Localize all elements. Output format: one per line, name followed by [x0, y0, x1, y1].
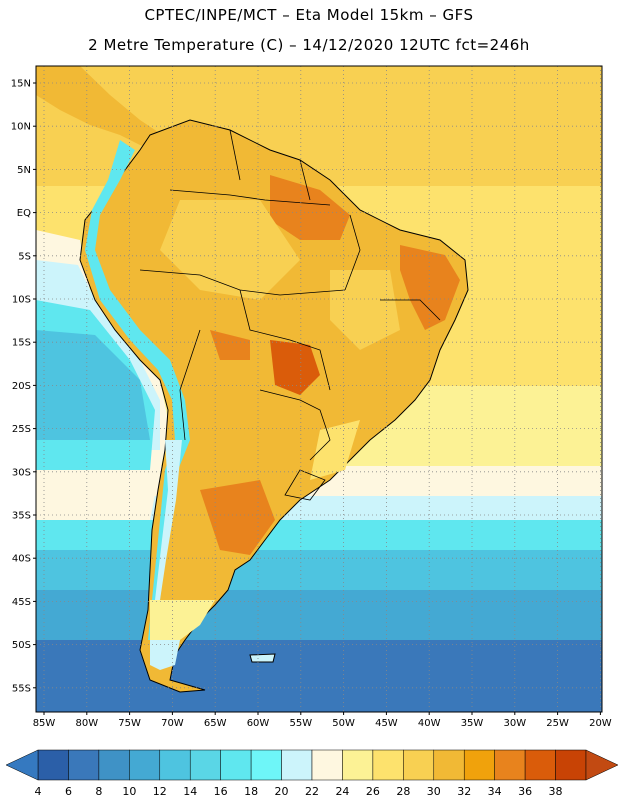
- colorbar-swatch: [189, 749, 221, 781]
- colorbar-swatch: [250, 749, 282, 781]
- lon-label: 45W: [375, 718, 398, 729]
- ocean-band-12: [36, 550, 602, 590]
- colorbar-swatch: [311, 749, 343, 781]
- lat-label: 40S: [12, 554, 31, 565]
- lat-label: 20S: [12, 381, 31, 392]
- lat-label: 25S: [12, 424, 31, 435]
- warm-patch-cerrado: [330, 270, 400, 350]
- lon-label: 30W: [503, 718, 526, 729]
- lon-label: 40W: [418, 718, 441, 729]
- country-borders: [139, 129, 441, 501]
- colorbar-swatch: [220, 749, 252, 781]
- lon-label: 70W: [161, 718, 184, 729]
- colorbar-low-arrow: [5, 749, 39, 781]
- colorbar-swatch: [403, 749, 435, 781]
- colorbar-label: 16: [214, 785, 228, 798]
- colorbar-label: 14: [183, 785, 197, 798]
- lat-label: 50S: [12, 640, 31, 651]
- lon-label: 80W: [75, 718, 98, 729]
- lat-label: 5N: [17, 165, 31, 176]
- title-line-1: CPTEC/INPE/MCT – Eta Model 15km – GFS: [144, 6, 474, 24]
- colorbar-swatch: [37, 749, 69, 781]
- colorbar-swatch: [281, 749, 313, 781]
- hot-patch-pantanal: [270, 340, 320, 395]
- colorbar-swatch: [129, 749, 161, 781]
- hot-patch-amazon-north: [270, 175, 350, 240]
- colorbar-swatch: [372, 749, 404, 781]
- temperature-map: 15N 10N 5N EQ 5S 10S 15S 20S 25S 30S 35S 40S 45S 50S 5…: [11, 65, 612, 729]
- ocean-band-6: [36, 640, 602, 712]
- lat-label: 5S: [18, 251, 31, 262]
- colorbar-label: 4: [35, 785, 42, 798]
- lat-label: 10S: [12, 295, 31, 306]
- colorbar-swatch: [524, 749, 556, 781]
- colorbar-label: 6: [65, 785, 72, 798]
- title-line-2: 2 Metre Temperature (C) – 14/12/2020 12U…: [88, 36, 530, 54]
- lon-label: 75W: [118, 718, 141, 729]
- lat-label: 30S: [12, 467, 31, 478]
- colorbar: 4 6 8 10 12 14 16 18 20 22 24 26 28 30 32 34 36 38: [5, 749, 618, 798]
- falkland-islands: [249, 653, 276, 663]
- colorbar-label: 38: [549, 785, 563, 798]
- colorbar-label: 18: [244, 785, 258, 798]
- hot-patch-northeast: [400, 245, 460, 330]
- andes-cold-strip: [85, 140, 190, 640]
- lon-label: 35W: [461, 718, 484, 729]
- lat-label: 10N: [11, 122, 31, 133]
- colorbar-swatch: [342, 749, 374, 781]
- lon-label: 65W: [204, 718, 227, 729]
- colorbar-swatch: [68, 749, 100, 781]
- colorbar-label: 24: [335, 785, 349, 798]
- colorbar-label: 10: [122, 785, 136, 798]
- warm-patch-amazon-west: [160, 200, 300, 300]
- colorbar-label: 36: [518, 785, 532, 798]
- lat-label: 55S: [12, 683, 31, 694]
- lat-label: 15N: [11, 79, 31, 90]
- colorbar-label: 20: [275, 785, 289, 798]
- colorbar-swatch: [555, 749, 587, 781]
- colorbar-label: 26: [366, 785, 380, 798]
- colorbar-swatch: [463, 749, 495, 781]
- lon-label: 50W: [332, 718, 355, 729]
- lon-label: 25W: [546, 718, 569, 729]
- colorbar-swatch: [159, 749, 191, 781]
- mild-patch-south-brazil: [310, 420, 360, 480]
- colorbar-label: 32: [457, 785, 471, 798]
- ocean-band-10: [36, 590, 602, 640]
- andes-coldest-strip: [155, 440, 182, 600]
- central-america: [36, 66, 170, 150]
- lat-label: 15S: [12, 338, 31, 349]
- map-frame: [35, 65, 603, 713]
- hot-patch-bolivia: [210, 330, 250, 360]
- colorbar-swatch: [494, 749, 526, 781]
- colorbar-label: 22: [305, 785, 319, 798]
- colorbar-label: 12: [153, 785, 167, 798]
- hot-patch-argentina: [200, 480, 275, 555]
- ocean-band-16: [36, 520, 602, 550]
- colorbar-swatch: [98, 749, 130, 781]
- lon-label: 60W: [247, 718, 270, 729]
- colorbar-swatch: [433, 749, 465, 781]
- lat-label: 45S: [12, 597, 31, 608]
- colorbar-label: 8: [95, 785, 102, 798]
- latitude-labels: 15N 10N 5N EQ 5S 10S 15S 20S 25S 30S 35S 40S 45S 50S 5…: [11, 79, 36, 694]
- lat-label: 35S: [12, 511, 31, 522]
- colorbar-label: 28: [396, 785, 410, 798]
- colorbar-label: 34: [488, 785, 502, 798]
- colorbar-high-arrow: [585, 749, 618, 781]
- colorbar-label: 30: [427, 785, 441, 798]
- longitude-labels: 85W 80W 75W 70W 65W 60W 55W 50W 45W 40W 35W 30W 25W 2…: [33, 712, 612, 729]
- lat-label: EQ: [17, 208, 31, 219]
- lon-label: 55W: [289, 718, 312, 729]
- lon-label: 20W: [589, 718, 612, 729]
- lon-label: 85W: [33, 718, 56, 729]
